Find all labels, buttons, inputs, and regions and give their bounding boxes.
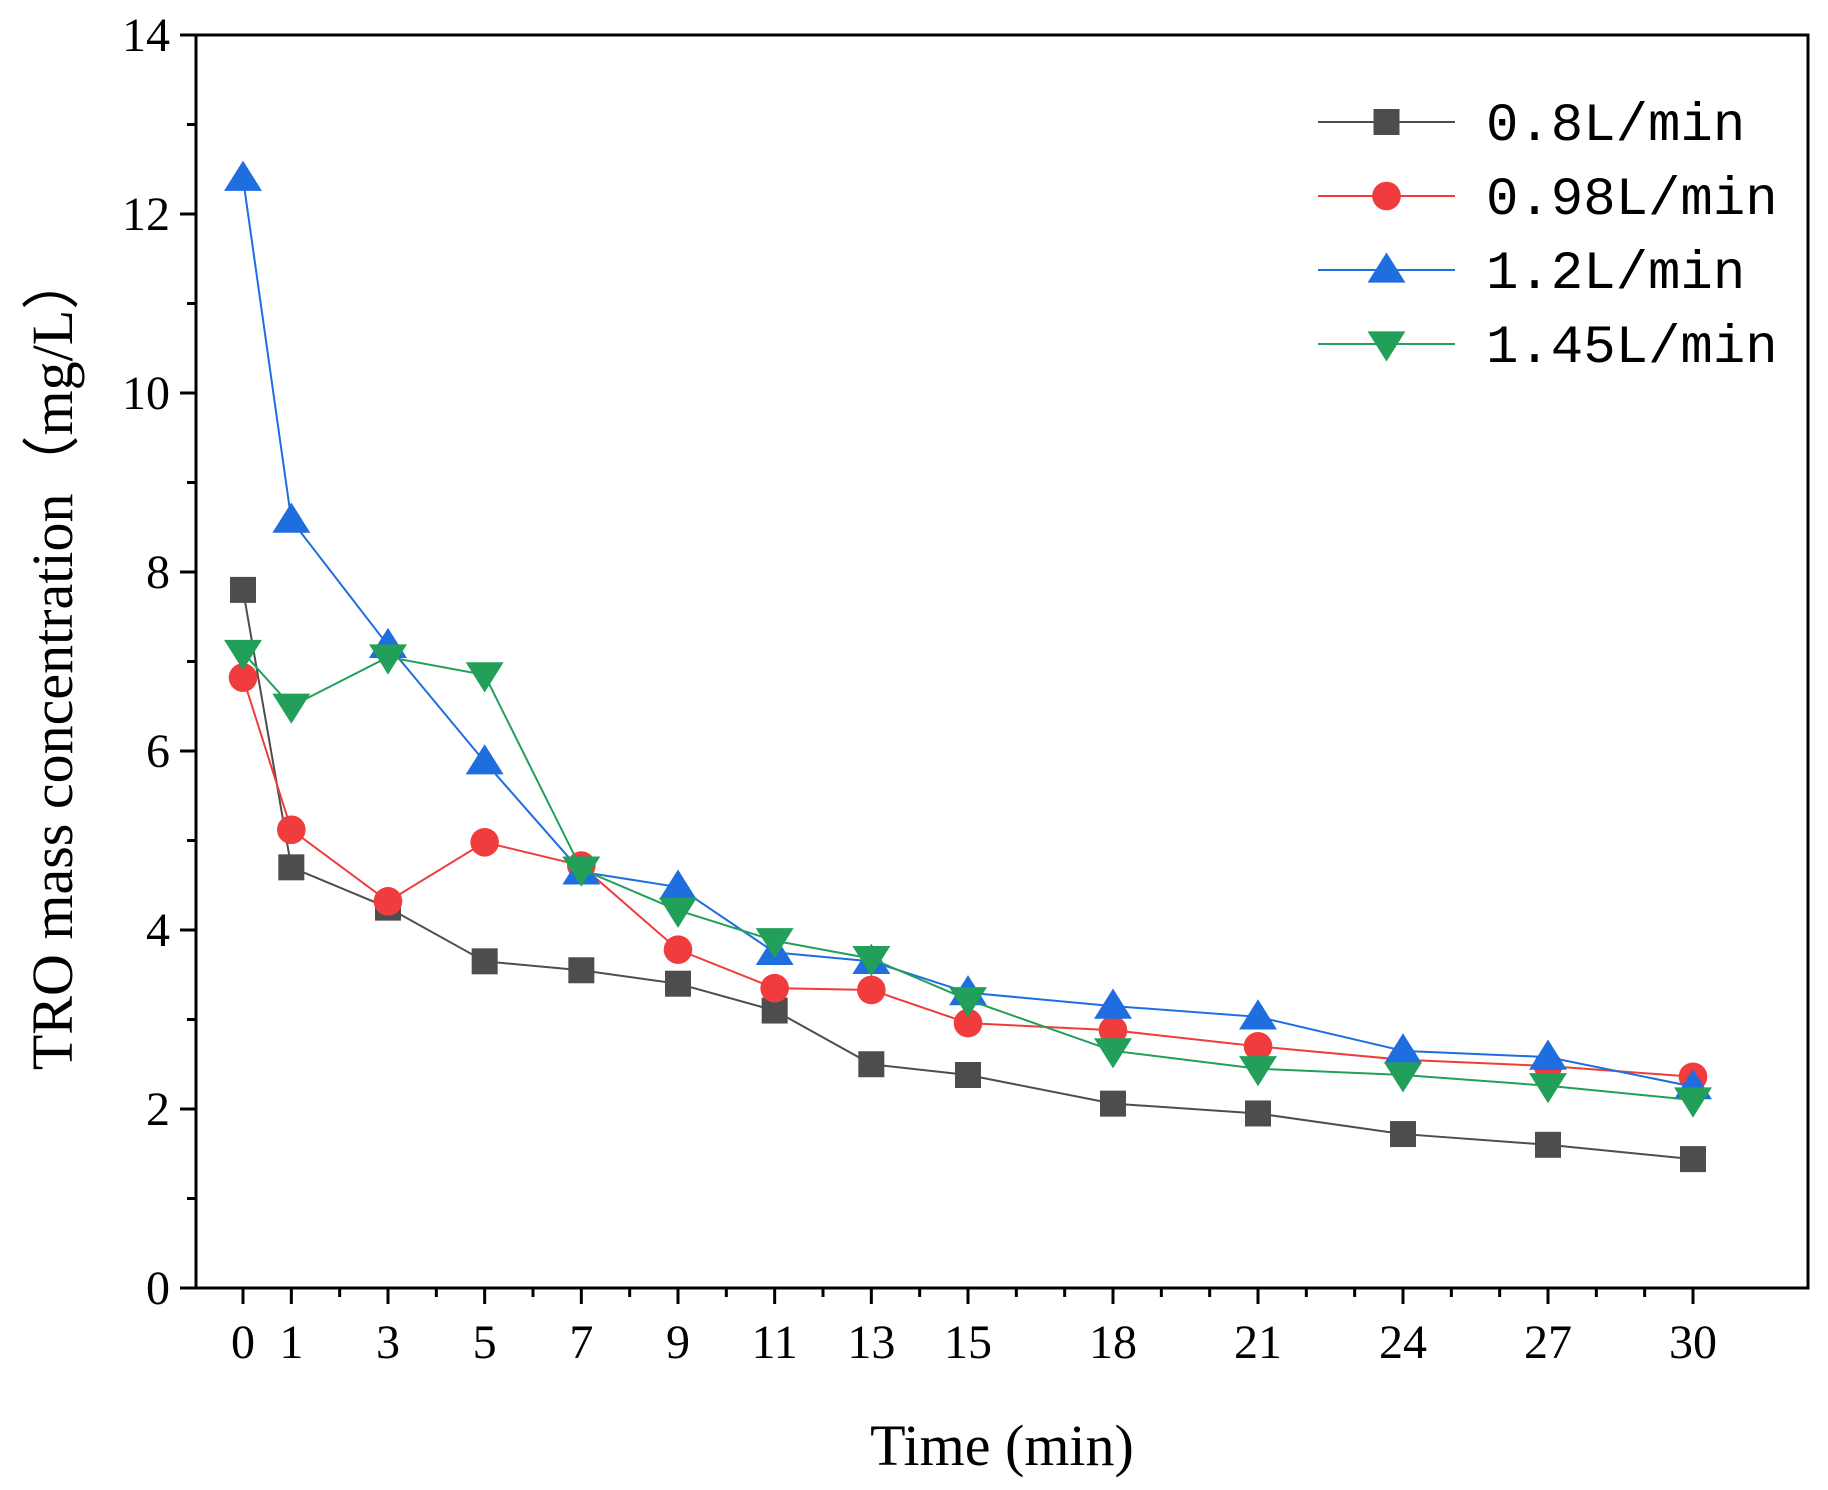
series-line [242, 589, 1694, 1161]
series-line [242, 651, 1694, 1102]
series-0.8L/min [230, 576, 1706, 1173]
data-point [1094, 1038, 1132, 1069]
x-tick-label: 5 [473, 1316, 497, 1369]
legend-entry: 1.45L/min [1318, 318, 1778, 379]
data-point [1239, 1056, 1277, 1087]
data-point [465, 744, 504, 775]
x-tick-label: 1 [279, 1316, 303, 1369]
x-tick-label: 15 [944, 1316, 992, 1369]
data-point [272, 502, 311, 533]
series-0.98L/min [228, 663, 1708, 1092]
y-axis-title: TRO mass concentration（mg/L） [20, 252, 85, 1070]
data-point [465, 662, 504, 693]
data-point [857, 975, 886, 1005]
y-axis: 0 2 4 6 8 10 12 14 [122, 9, 196, 1315]
y-tick-label: 10 [122, 367, 170, 420]
data-point [760, 973, 789, 1003]
y-tick-label: 14 [122, 9, 170, 62]
data-point [663, 935, 693, 964]
data-point [852, 946, 891, 977]
data-point [1529, 1039, 1567, 1070]
y-tick-label: 4 [146, 904, 170, 957]
data-point [228, 663, 258, 692]
data-point [659, 869, 697, 900]
legend-entry: 0.8L/min [1318, 96, 1745, 157]
data-point [1390, 1121, 1416, 1148]
legend-entry: 1.2L/min [1318, 244, 1745, 305]
data-point [277, 815, 306, 845]
legend-marker [1367, 252, 1406, 283]
data-point [1674, 1087, 1712, 1118]
y-tick-label: 0 [146, 1262, 170, 1315]
x-axis: 0 1 3 5 7 9 11 13 15 18 21 24 27 30 [231, 1288, 1717, 1369]
series-line [242, 178, 1694, 1088]
data-point [858, 1051, 885, 1078]
data-point [1098, 1015, 1128, 1045]
data-point [1535, 1131, 1561, 1158]
series-line [242, 677, 1694, 1078]
x-tick-label: 9 [666, 1316, 690, 1369]
data-point [1680, 1146, 1706, 1173]
data-point [1384, 1033, 1422, 1064]
y-tick-label: 12 [122, 188, 170, 241]
legend-marker [1373, 109, 1400, 135]
data-point [659, 897, 697, 928]
x-tick-label: 0 [231, 1316, 255, 1369]
legend-marker [1367, 331, 1406, 362]
data-point [953, 1008, 983, 1038]
data-point [1529, 1073, 1567, 1104]
data-point [471, 948, 498, 975]
legend-label: 1.2L/min [1486, 244, 1745, 305]
x-tick-label: 24 [1379, 1316, 1427, 1369]
legend-label: 0.98L/min [1486, 170, 1778, 231]
data-point [665, 970, 691, 997]
data-point [369, 644, 407, 675]
legend-label: 1.45L/min [1486, 318, 1778, 379]
data-point [1239, 999, 1277, 1030]
data-point [1094, 988, 1132, 1019]
x-tick-label: 7 [569, 1316, 593, 1369]
data-point [373, 887, 403, 916]
data-point [278, 854, 305, 881]
data-point [224, 160, 262, 191]
x-tick-label: 30 [1669, 1316, 1717, 1369]
data-point [230, 576, 256, 603]
x-tick-label: 21 [1234, 1316, 1282, 1369]
y-tick-label: 2 [146, 1083, 170, 1136]
data-point [272, 693, 311, 724]
data-point [562, 856, 601, 887]
data-point [1243, 1032, 1273, 1061]
series-layer [224, 160, 1712, 1173]
y-tick-label: 8 [146, 546, 170, 599]
x-axis-title: Time (min) [870, 1413, 1134, 1478]
legend: 0.8L/min 0.98L/min 1.2L/min 1.45L/min [1318, 96, 1778, 379]
x-tick-label: 3 [376, 1316, 400, 1369]
legend-entry: 0.98L/min [1318, 170, 1778, 231]
x-tick-label: 13 [847, 1316, 895, 1369]
legend-marker [1372, 181, 1401, 211]
data-point [1100, 1090, 1126, 1117]
legend-label: 0.8L/min [1486, 96, 1745, 157]
x-tick-label: 18 [1089, 1316, 1137, 1369]
series-1.45L/min [224, 639, 1712, 1118]
data-point [755, 928, 794, 959]
data-point [224, 639, 262, 671]
x-tick-label: 27 [1524, 1316, 1572, 1369]
data-point [470, 827, 499, 857]
data-point [1245, 1100, 1271, 1127]
x-tick-label: 11 [752, 1316, 798, 1369]
data-point [955, 1061, 981, 1088]
data-point [1384, 1062, 1422, 1093]
data-point [568, 957, 595, 984]
y-tick-label: 6 [146, 725, 170, 778]
data-point [949, 987, 987, 1018]
